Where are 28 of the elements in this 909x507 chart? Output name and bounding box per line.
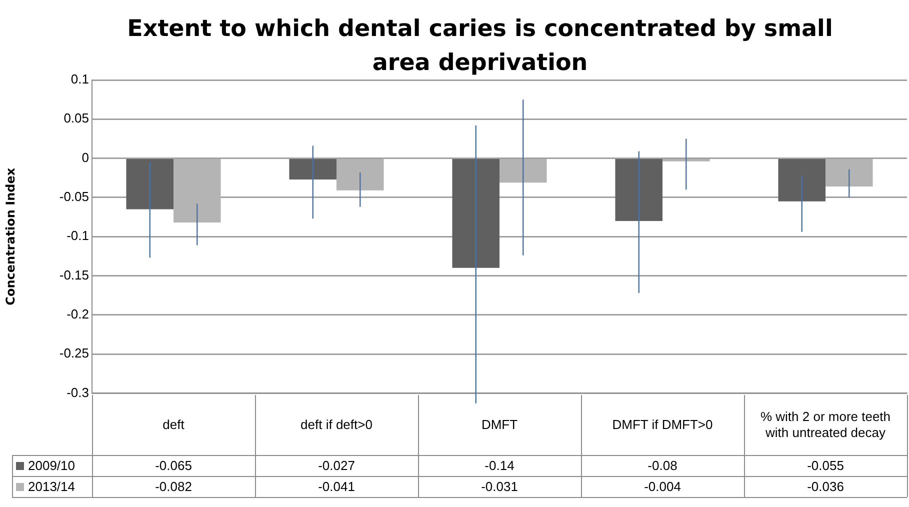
y-tick-label: -0.25 bbox=[59, 346, 89, 361]
x-tick-label: DMFT if DMFT>0 bbox=[611, 416, 714, 434]
data-label: -0.08 bbox=[646, 456, 678, 475]
legend-label: 2009/10 bbox=[28, 458, 75, 474]
data-label: -0.036 bbox=[806, 478, 845, 496]
x-tick-label: deft bbox=[162, 416, 186, 434]
data-label: -0.14 bbox=[484, 456, 516, 475]
x-tick-label: DMFT bbox=[480, 416, 519, 434]
data-label: -0.027 bbox=[317, 456, 356, 475]
legend-label: 2013/14 bbox=[28, 478, 75, 495]
data-label: -0.082 bbox=[154, 478, 193, 496]
y-tick-label: -0.1 bbox=[66, 228, 89, 244]
chart-title: Extent to which dental caries is concentrated by small area deprivation bbox=[126, 15, 834, 78]
data-label: -0.065 bbox=[154, 456, 193, 475]
y-axis-title: Concentration Index bbox=[3, 168, 18, 306]
y-tick-label: 0.1 bbox=[70, 72, 89, 87]
x-tick-label: % with 2 or more teeth with untreated decay bbox=[759, 408, 892, 442]
x-tick-label: deft if deft>0 bbox=[300, 416, 374, 434]
data-label: -0.031 bbox=[480, 478, 519, 496]
y-tick-label: -0.15 bbox=[59, 267, 89, 282]
data-label: -0.004 bbox=[643, 478, 682, 496]
y-tick-label: 0 bbox=[82, 150, 89, 165]
data-label: -0.055 bbox=[806, 456, 845, 475]
y-tick-label: -0.05 bbox=[59, 189, 89, 204]
y-tick-label: 0.05 bbox=[64, 110, 89, 126]
y-tick-label: -0.3 bbox=[66, 384, 89, 400]
y-tick-label: -0.2 bbox=[66, 306, 89, 322]
data-label: -0.041 bbox=[317, 478, 356, 496]
